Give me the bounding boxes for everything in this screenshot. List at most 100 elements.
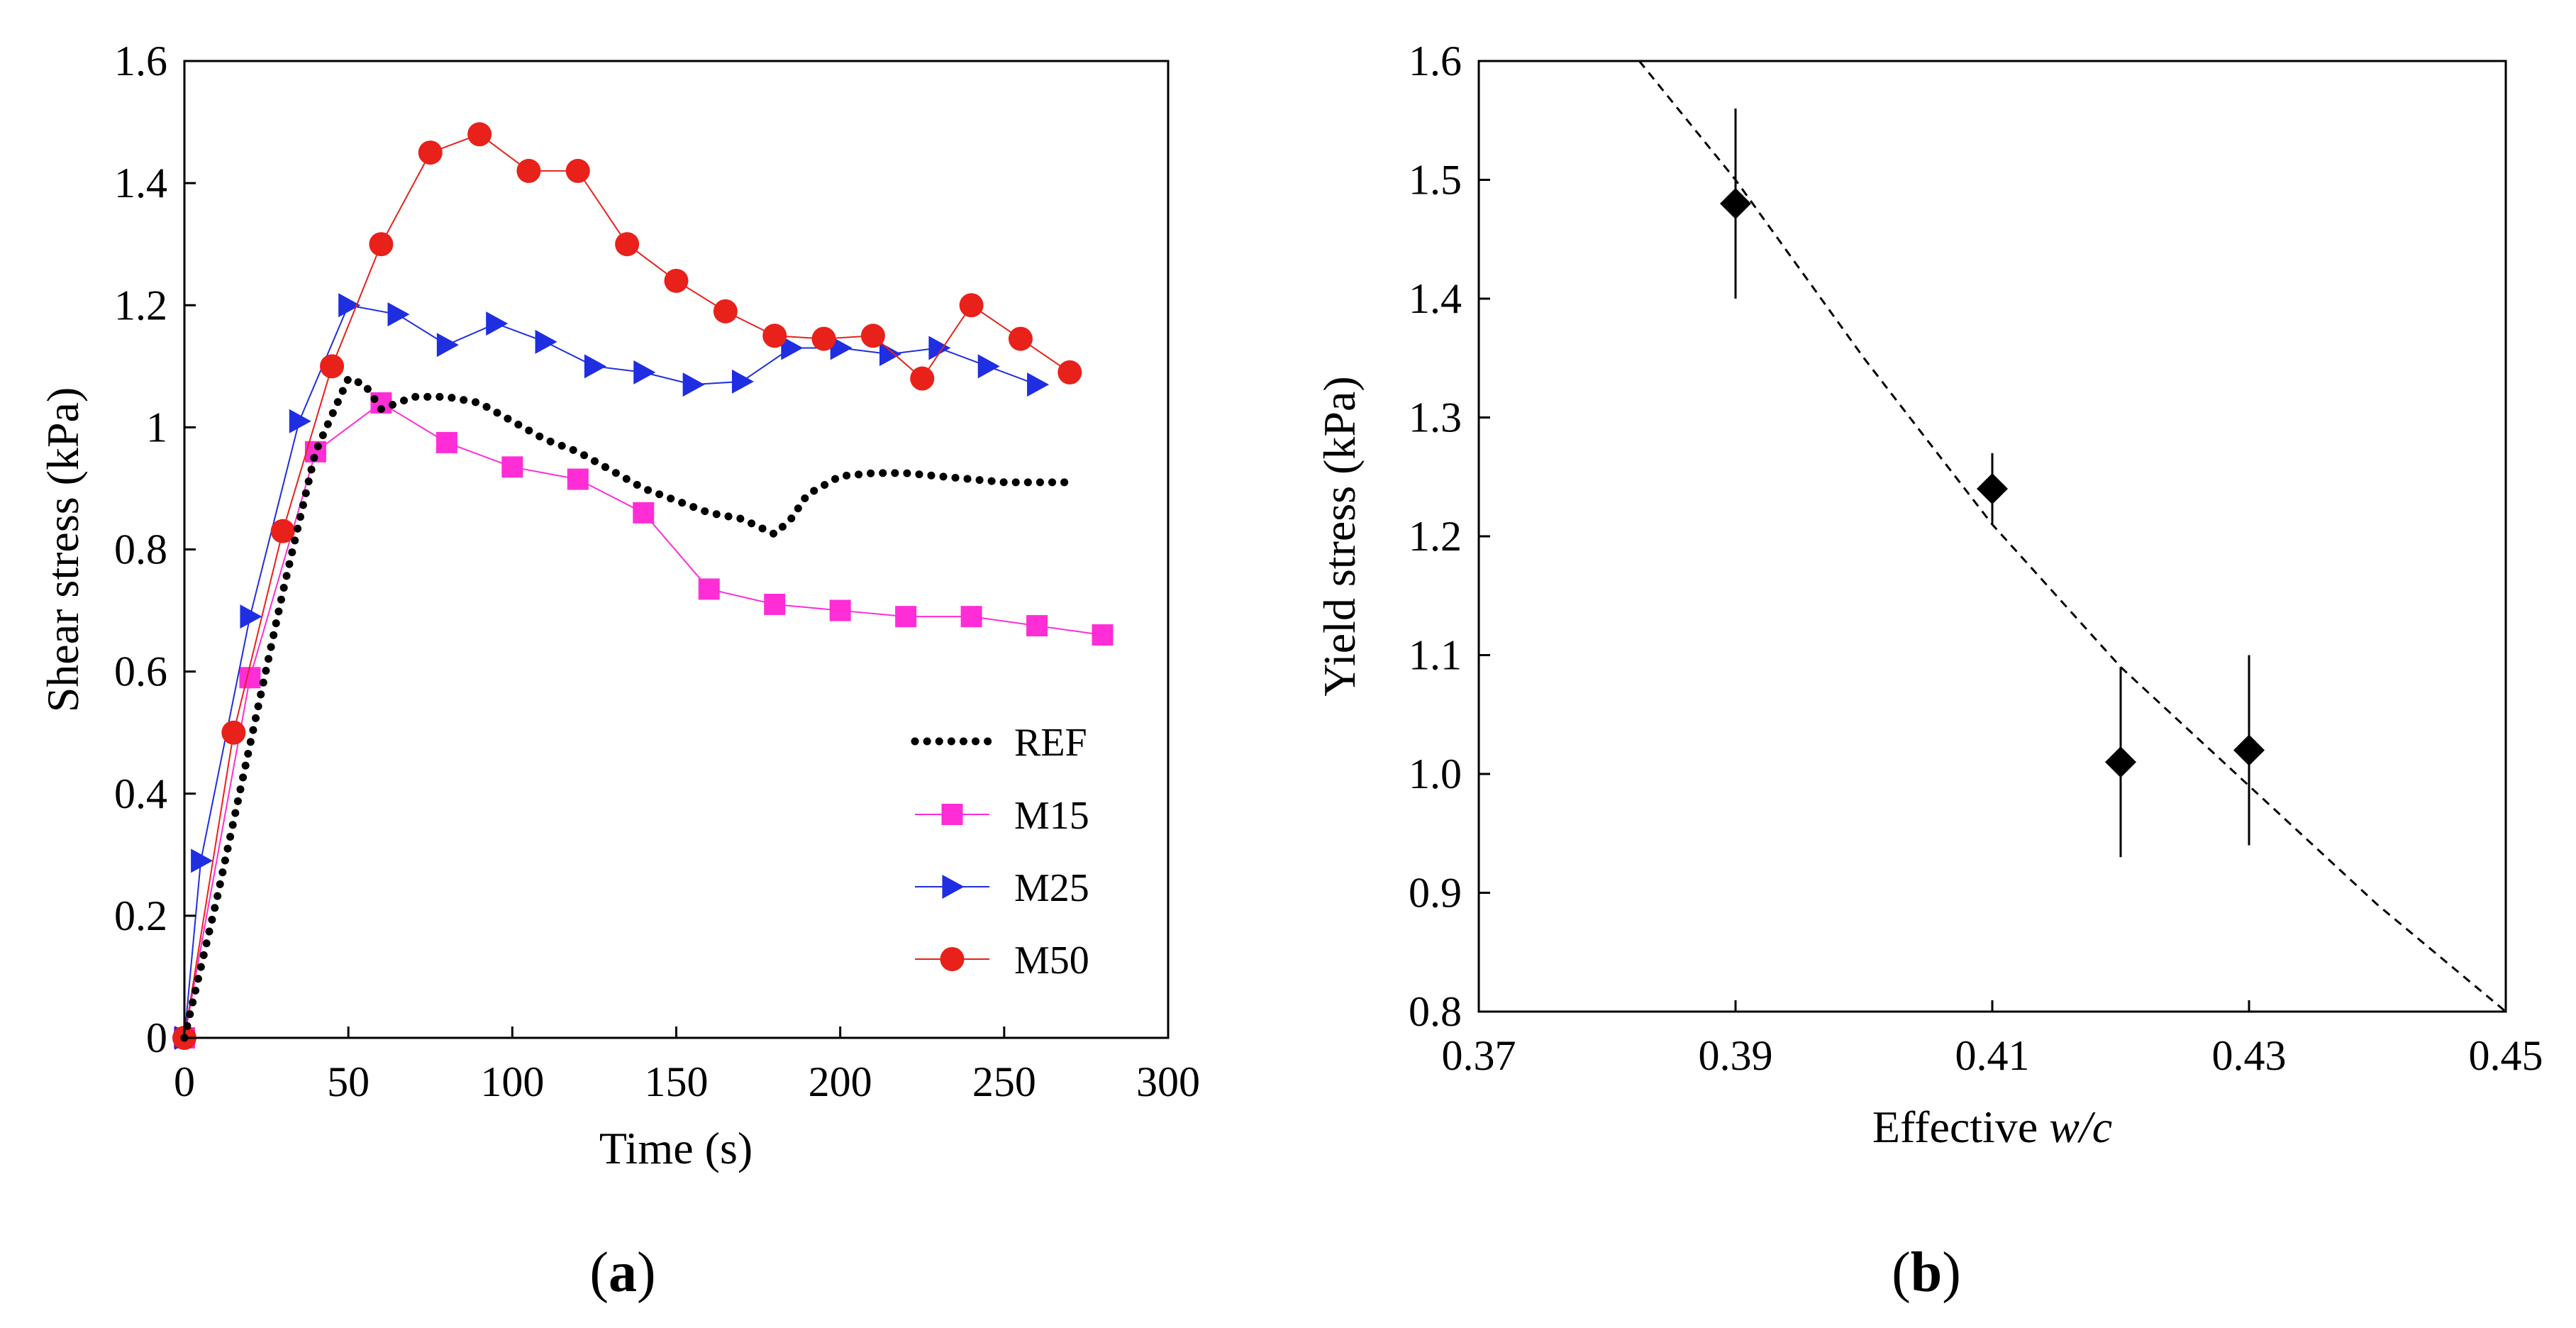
legend-m15-marker <box>941 804 963 825</box>
panel-b-y-tick-label: 1.3 <box>1409 394 1462 441</box>
panel-b-y-axis-title: Yield stress (kPa) <box>1314 376 1365 697</box>
series-m25-point <box>486 311 509 336</box>
panel-a-label-letter: a <box>609 1241 637 1304</box>
panel-b-label-letter: b <box>1911 1241 1943 1304</box>
series-m50-point <box>811 326 836 351</box>
panel-b-diamond-marker <box>1977 473 2008 504</box>
panel-b-diamond-marker <box>2105 746 2136 778</box>
panel-b-y-tick-label: 1.1 <box>1409 632 1462 679</box>
series-m15-point <box>764 593 786 615</box>
series-m15 <box>174 392 1114 1048</box>
panel-a-y-tick-label: 0.4 <box>114 770 167 817</box>
panel-b-data-point <box>1977 453 2008 525</box>
panel-b-yield-stress-chart: 0.37 0.39 0.41 0.43 0.45 0.8 0.9 1.0 1.1 1.2 1.3 1.… <box>1314 38 2543 1304</box>
series-m50-line <box>184 133 1070 1039</box>
panel-a-x-tick-label: 0 <box>174 1058 195 1105</box>
panel-b-x-tick-label: 0.39 <box>1699 1032 1773 1079</box>
series-m25-point <box>1027 372 1050 397</box>
series-m50 <box>172 122 1082 1050</box>
series-m25-point <box>830 336 853 360</box>
series-m50-point <box>1057 360 1082 384</box>
series-m50-point <box>565 158 590 183</box>
panel-a-x-tick-label: 50 <box>327 1058 370 1105</box>
legend-ref-label: REF <box>1014 721 1087 765</box>
series-m50-point <box>762 323 787 348</box>
panel-b-fit-curve <box>1638 60 2506 1013</box>
panel-a-y-tick-label: 1 <box>146 404 167 450</box>
series-m50-point <box>221 720 246 745</box>
series-m25-point <box>436 333 459 358</box>
panel-b-x-axis-title-italic: w/c <box>2049 1102 2112 1152</box>
series-ref-line <box>180 375 1074 1042</box>
series-m15-point <box>633 502 655 524</box>
legend-entry-m15: M15 <box>915 794 1089 838</box>
panel-a-x-tick-label: 150 <box>645 1058 709 1105</box>
panel-a-shear-stress-chart: 0 50 100 150 200 250 300 0 0.2 0.4 0.6 0.8 1 1.2 1.4 1.… <box>38 38 1200 1304</box>
series-m25-point <box>781 336 804 360</box>
panel-a-x-tick-label: 250 <box>972 1058 1036 1105</box>
series-m25-point <box>191 848 213 873</box>
panel-a-y-tick-label: 0.6 <box>114 648 167 695</box>
series-m50-point <box>713 299 738 323</box>
series-m50-point <box>959 293 984 318</box>
panel-b-diamond-marker <box>2233 734 2265 766</box>
panel-a-y-tick-label: 1.4 <box>114 160 167 206</box>
series-m50-point <box>1008 326 1033 351</box>
series-m50-point <box>516 158 541 183</box>
panel-b-x-tick-label: 0.45 <box>2469 1032 2543 1079</box>
series-m50-point <box>270 519 295 543</box>
panel-a-y-tick-label: 1.2 <box>114 282 167 328</box>
series-m50-point <box>910 366 935 391</box>
series-m25-point <box>633 360 656 384</box>
panel-b-y-tick-label: 1.6 <box>1409 38 1462 84</box>
series-m50-point <box>860 323 885 348</box>
panel-b-data-point <box>2105 667 2136 858</box>
panel-a-x-tick-label: 100 <box>480 1058 544 1105</box>
series-m15-point <box>567 468 589 490</box>
panel-b-y-tick-label: 1.0 <box>1409 751 1462 797</box>
series-m25-point <box>682 372 705 397</box>
series-m25-point <box>387 302 410 327</box>
panel-a-x-tick-label: 200 <box>809 1058 872 1105</box>
panel-b-axis-ticks: 0.37 0.39 0.41 0.43 0.45 0.8 0.9 1.0 1.1 1.2 1.3 1.… <box>1409 38 2543 1079</box>
panel-a-x-tick-label: 300 <box>1136 1058 1200 1105</box>
panel-b-diamond-marker <box>1720 188 1751 219</box>
panel-b-y-tick-label: 0.9 <box>1409 870 1462 917</box>
legend-m25-marker <box>942 875 965 899</box>
panel-b-x-tick-label: 0.37 <box>1442 1032 1516 1079</box>
series-m25-point <box>240 604 262 629</box>
panel-b-y-tick-label: 1.5 <box>1409 157 1462 204</box>
panel-b-x-tick-label: 0.41 <box>1955 1032 2030 1079</box>
legend-m15-label: M15 <box>1014 794 1089 838</box>
series-m50-point <box>467 122 492 147</box>
series-m15-point <box>960 606 982 628</box>
series-m50-point <box>615 232 640 257</box>
series-m25-line <box>184 304 1038 1039</box>
series-m15-point <box>829 599 851 621</box>
panel-b-y-tick-label: 0.8 <box>1409 988 1462 1035</box>
legend-entry-m50: M50 <box>915 939 1089 983</box>
series-m15-point <box>501 456 523 478</box>
panel-a-series-layer <box>172 122 1114 1050</box>
series-m15-point <box>698 578 720 600</box>
series-m25-point <box>928 336 951 360</box>
series-m25-point <box>584 354 606 379</box>
series-m15-point <box>1026 615 1048 637</box>
series-m50-point <box>369 232 394 257</box>
series-m15-point <box>435 431 457 453</box>
panel-a-y-axis-title: Shear stress (kPa) <box>38 387 88 713</box>
panel-a-y-tick-label: 0 <box>146 1014 167 1061</box>
series-m15-point <box>239 667 261 689</box>
series-m25-point <box>535 329 557 354</box>
series-m50-point <box>418 140 443 165</box>
series-m25-point <box>338 293 361 318</box>
panel-a-label: (a) <box>589 1241 655 1304</box>
panel-b-y-tick-label: 1.2 <box>1409 513 1462 560</box>
panel-b-x-axis-title-prefix: Effective <box>1872 1102 2049 1152</box>
series-m25-point <box>289 409 311 433</box>
series-m15-point <box>1092 624 1114 646</box>
panel-a-y-tick-label: 1.6 <box>114 38 167 84</box>
panel-a-legend: REF M15 M25 M50 <box>911 721 1089 983</box>
series-m25 <box>174 293 1050 1050</box>
legend-m50-label: M50 <box>1014 939 1089 983</box>
